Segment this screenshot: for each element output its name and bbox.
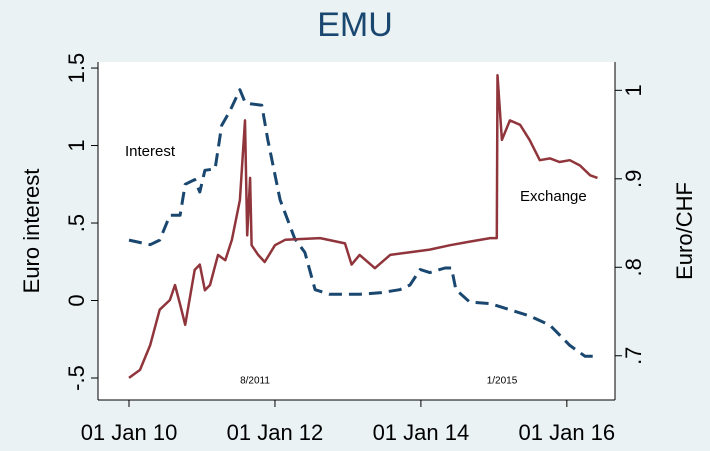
x-tick-label: 01 Jan 14 [373,420,470,445]
x-tick-label: 01 Jan 16 [519,420,616,445]
plot-area [98,62,615,400]
y-tick-label: 0 [64,294,89,306]
y-tick-label: -.5 [64,365,89,391]
x-tick-label: 01 Jan 10 [81,420,178,445]
y-tick-label: 1 [64,139,89,151]
y2-tick-label: 1 [621,84,646,96]
y-axis-title: Euro interest [19,169,44,294]
y2-tick-label: .7 [621,347,646,365]
x-tick-label: 01 Jan 12 [227,420,324,445]
y2-axis-title: Euro/CHF [672,182,697,280]
annotation: 8/2011 [240,376,270,387]
y2-tick-label: .8 [621,258,646,276]
annotation: Exchange [520,188,587,205]
annotation: 1/2015 [487,376,518,387]
y2-tick-label: .9 [621,170,646,188]
y-tick-label: 1.5 [64,53,89,84]
exchange-line [128,74,598,379]
chart-title: EMU [317,6,393,44]
y-tick-label: .5 [64,214,89,232]
interest-line [128,88,598,358]
annotation: Interest [125,143,176,160]
